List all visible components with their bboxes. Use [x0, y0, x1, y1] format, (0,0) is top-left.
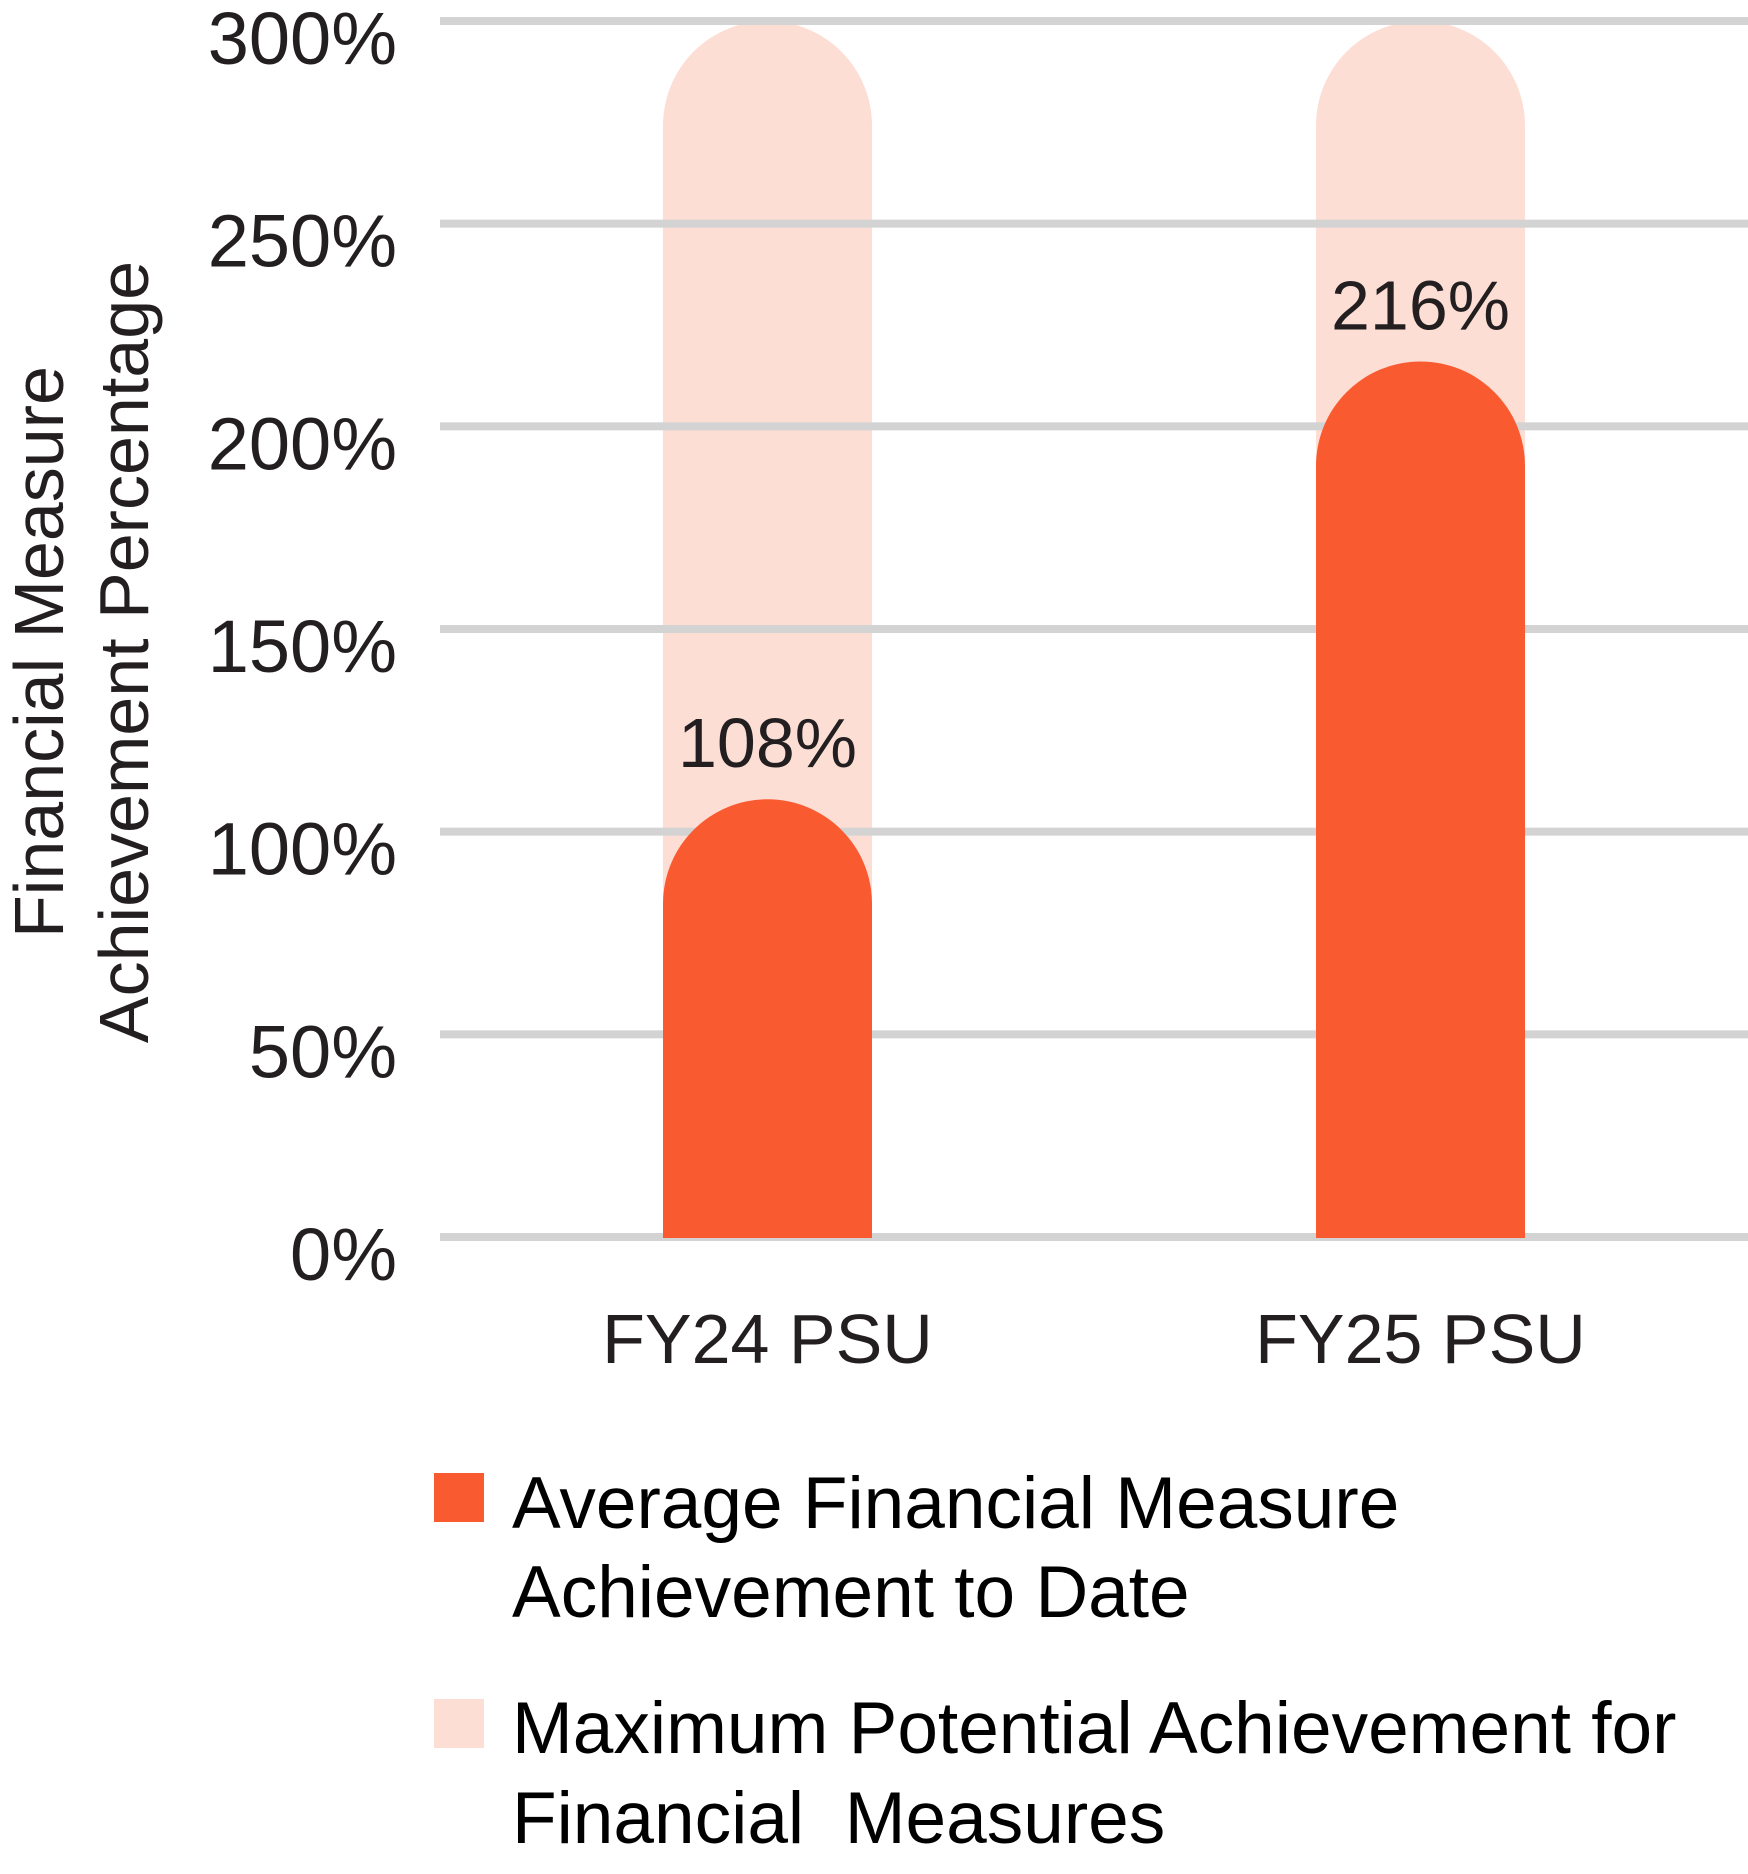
legend-label-average-line-2: Achievement to Date [512, 1552, 1190, 1633]
x-axis-category-labels: FY24 PSU FY25 PSU [602, 1300, 1586, 1378]
y-tick-label-300: 300% [208, 0, 397, 80]
average-achievement-bars [663, 361, 1525, 1239]
y-tick-label-100: 100% [208, 808, 397, 891]
y-tick-label-200: 200% [208, 402, 397, 485]
average-achievement-bar-fy24-psu [663, 799, 872, 1238]
value-label-fy25-psu: 216% [1331, 266, 1510, 344]
gridline-150 [440, 625, 1748, 633]
legend-label-average-line-1: Average Financial Measure [512, 1463, 1399, 1544]
y-axis-title-line-2: Achievement Percentage [85, 261, 163, 1043]
value-labels: 108% 216% [678, 266, 1510, 782]
x-category-label-fy24-psu: FY24 PSU [602, 1300, 933, 1378]
value-label-fy24-psu: 108% [678, 704, 857, 782]
gridline-0 [440, 1233, 1748, 1241]
average-achievement-bar-fy25-psu [1316, 361, 1525, 1239]
legend-label-maximum-line-1: Maximum Potential Achievement for [512, 1688, 1676, 1769]
gridlines [440, 17, 1748, 1241]
y-tick-label-250: 250% [208, 200, 397, 283]
legend-swatch-average [434, 1473, 484, 1522]
legend-item-maximum: Maximum Potential Achievement for Financ… [434, 1688, 1676, 1859]
legend: Average Financial Measure Achievement to… [434, 1463, 1676, 1859]
legend-swatch-maximum [434, 1699, 484, 1748]
y-axis-tick-labels: 0% 50% 100% 150% 200% 250% 300% [208, 0, 397, 1296]
legend-label-maximum-line-2: Financial Measures [512, 1778, 1165, 1859]
gridline-300 [440, 17, 1748, 25]
gridline-50 [440, 1030, 1748, 1039]
y-tick-label-50: 50% [249, 1010, 397, 1093]
x-category-label-fy25-psu: FY25 PSU [1255, 1300, 1586, 1378]
y-axis-title-2: Achievement Percentage [85, 261, 163, 1043]
y-tick-label-150: 150% [208, 605, 397, 688]
y-tick-label-0: 0% [290, 1213, 397, 1296]
gridline-250 [440, 219, 1748, 228]
gridline-100 [440, 827, 1748, 836]
y-axis-title: Financial Measure [0, 366, 78, 938]
legend-item-average: Average Financial Measure Achievement to… [434, 1463, 1399, 1633]
gridline-200 [440, 422, 1748, 431]
y-axis-title-line-1: Financial Measure [0, 366, 78, 938]
